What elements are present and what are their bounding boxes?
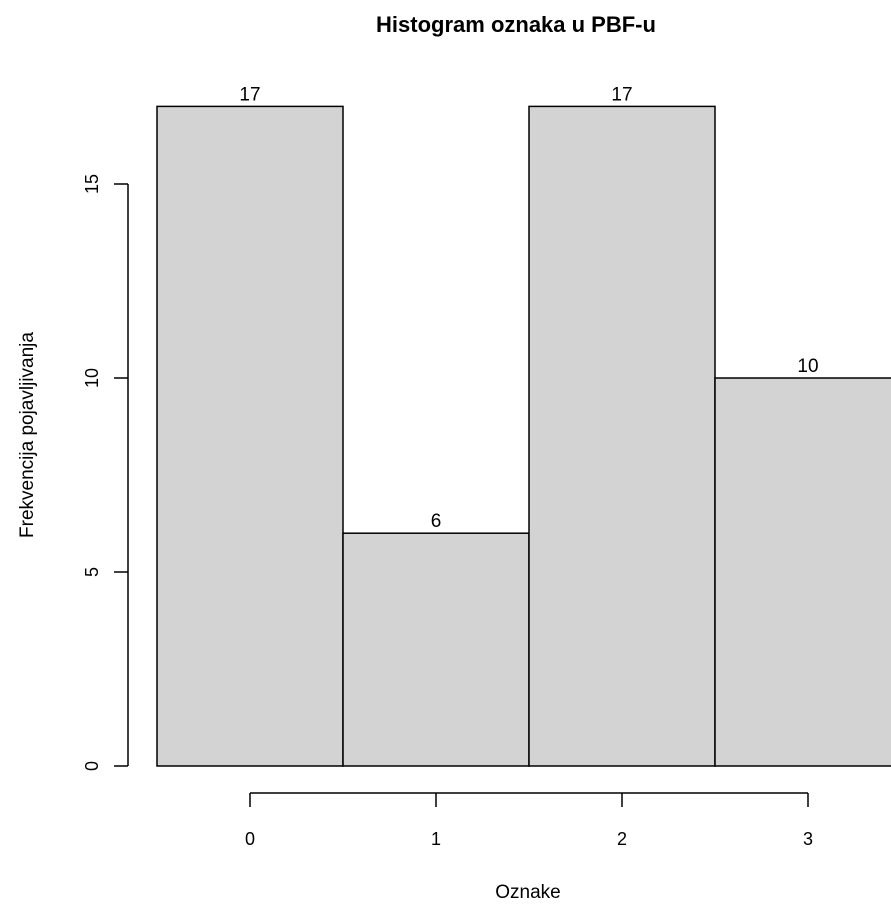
histogram-bar [342,532,530,767]
y-tick-label: 0 [82,761,102,771]
y-tick-label: 5 [82,567,102,577]
bar-value-label: 10 [797,356,818,377]
bar-value-label: 17 [611,84,632,105]
histogram-bar [528,105,716,767]
x-tick-label: 3 [803,829,813,849]
bar-value-label: 17 [239,84,260,105]
x-tick-label: 1 [431,829,441,849]
chart-title: Histogram oznaka u PBF-u [376,12,656,37]
histogram-bar [714,377,891,767]
bar-value-label: 6 [431,511,442,532]
x-tick-label: 0 [245,829,255,849]
y-tick-label: 10 [82,368,102,388]
bars-group [156,105,891,767]
x-tick-label: 2 [617,829,627,849]
histogram-bar [156,105,344,767]
x-axis-label: Oznake [495,882,560,903]
x-axis: 0 1 2 3 [245,792,813,849]
y-axis: 0 5 10 15 [82,174,129,771]
y-tick-label: 15 [82,174,102,194]
y-axis-label: Frekvencija pojavljivanja [17,332,38,538]
data-labels-group: 17 6 17 10 [239,84,818,532]
